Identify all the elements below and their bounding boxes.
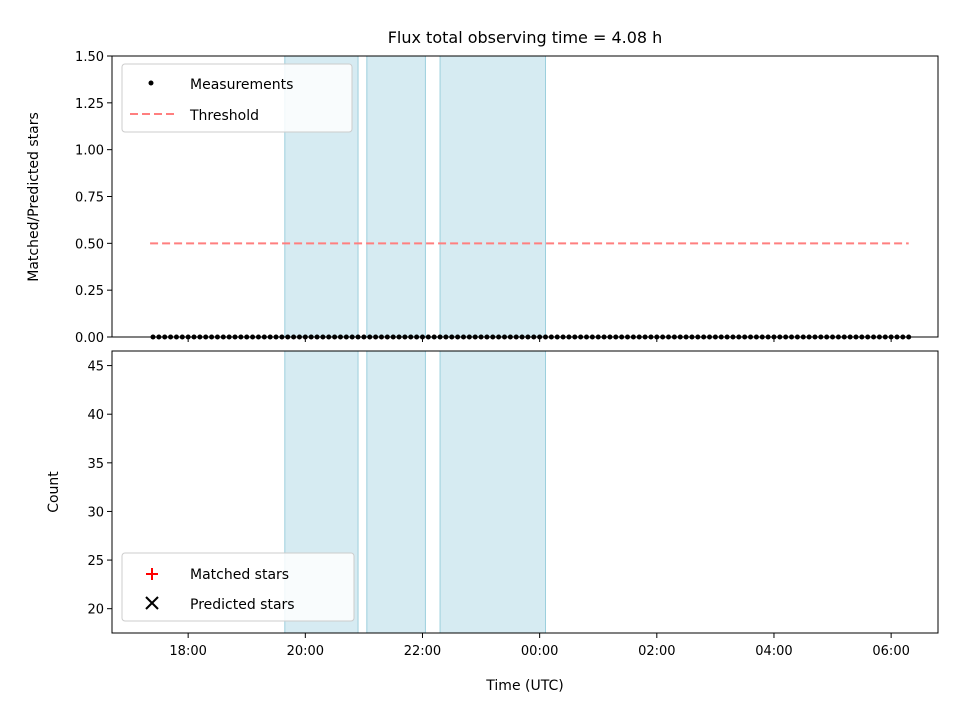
legend-measurements-marker — [148, 80, 154, 86]
top-legend: Measurements Threshold — [121, 63, 353, 133]
x-tick-label: 22:00 — [404, 644, 441, 659]
y-tick-label: 45 — [87, 360, 104, 375]
y-tick-label: 1.25 — [75, 97, 104, 112]
y-tick-label: 35 — [87, 457, 104, 472]
legend-matched-label: Matched stars — [190, 567, 289, 583]
x-tick-label: 18:00 — [169, 644, 206, 659]
bottom-y-axis-label: Count — [46, 471, 62, 513]
legend-threshold-label: Threshold — [189, 108, 259, 124]
x-tick-label: 06:00 — [872, 644, 909, 659]
bottom-legend: Matched stars Predicted stars — [121, 552, 355, 622]
y-tick-label: 30 — [87, 505, 104, 520]
y-tick-label: 0.75 — [75, 191, 104, 206]
y-tick-label: 1.00 — [75, 144, 104, 159]
bottom-x-ticks: 18:00 20:00 22:00 00:00 02:00 04:00 06:00 — [169, 633, 910, 659]
bottom-panel: 20 25 30 35 40 45 18:00 20:00 22:00 00:00 02:00 04… — [46, 350, 939, 694]
shaded-interval-2 — [366, 350, 426, 634]
x-tick-label: 02:00 — [638, 644, 675, 659]
bottom-legend-box — [121, 552, 355, 622]
y-tick-label: 0.50 — [75, 237, 104, 252]
bottom-axes-frame — [111, 350, 939, 634]
y-tick-label: 40 — [87, 408, 104, 423]
y-tick-label: 1.50 — [75, 50, 104, 65]
x-tick-label: 00:00 — [521, 644, 558, 659]
x-tick-label: 20:00 — [287, 644, 324, 659]
top-y-ticks: 0.00 0.25 0.50 0.75 1.00 1.25 1.50 — [75, 50, 112, 346]
top-legend-box — [121, 63, 353, 133]
shaded-interval-3 — [439, 55, 547, 338]
top-y-axis-label: Matched/Predicted stars — [26, 112, 42, 282]
legend-measurements-label: Measurements — [190, 77, 293, 93]
x-axis-label: Time (UTC) — [485, 678, 563, 694]
y-tick-label: 0.25 — [75, 284, 104, 299]
shaded-interval-3 — [439, 350, 547, 634]
chart-title: Flux total observing time = 4.08 h — [388, 28, 663, 47]
legend-predicted-marker — [145, 596, 159, 610]
y-tick-label: 25 — [87, 554, 104, 569]
legend-matched-marker — [146, 568, 158, 580]
bottom-y-ticks: 20 25 30 35 40 45 — [87, 360, 112, 618]
x-tick-label: 04:00 — [755, 644, 792, 659]
top-panel: 0.00 0.25 0.50 0.75 1.00 1.25 1.50 Matched/Pre… — [26, 50, 939, 346]
y-tick-label: 20 — [87, 603, 104, 618]
shaded-interval-2 — [366, 55, 426, 338]
top-x-ticks — [187, 337, 892, 342]
y-tick-label: 0.00 — [75, 331, 104, 346]
legend-predicted-label: Predicted stars — [190, 597, 295, 613]
